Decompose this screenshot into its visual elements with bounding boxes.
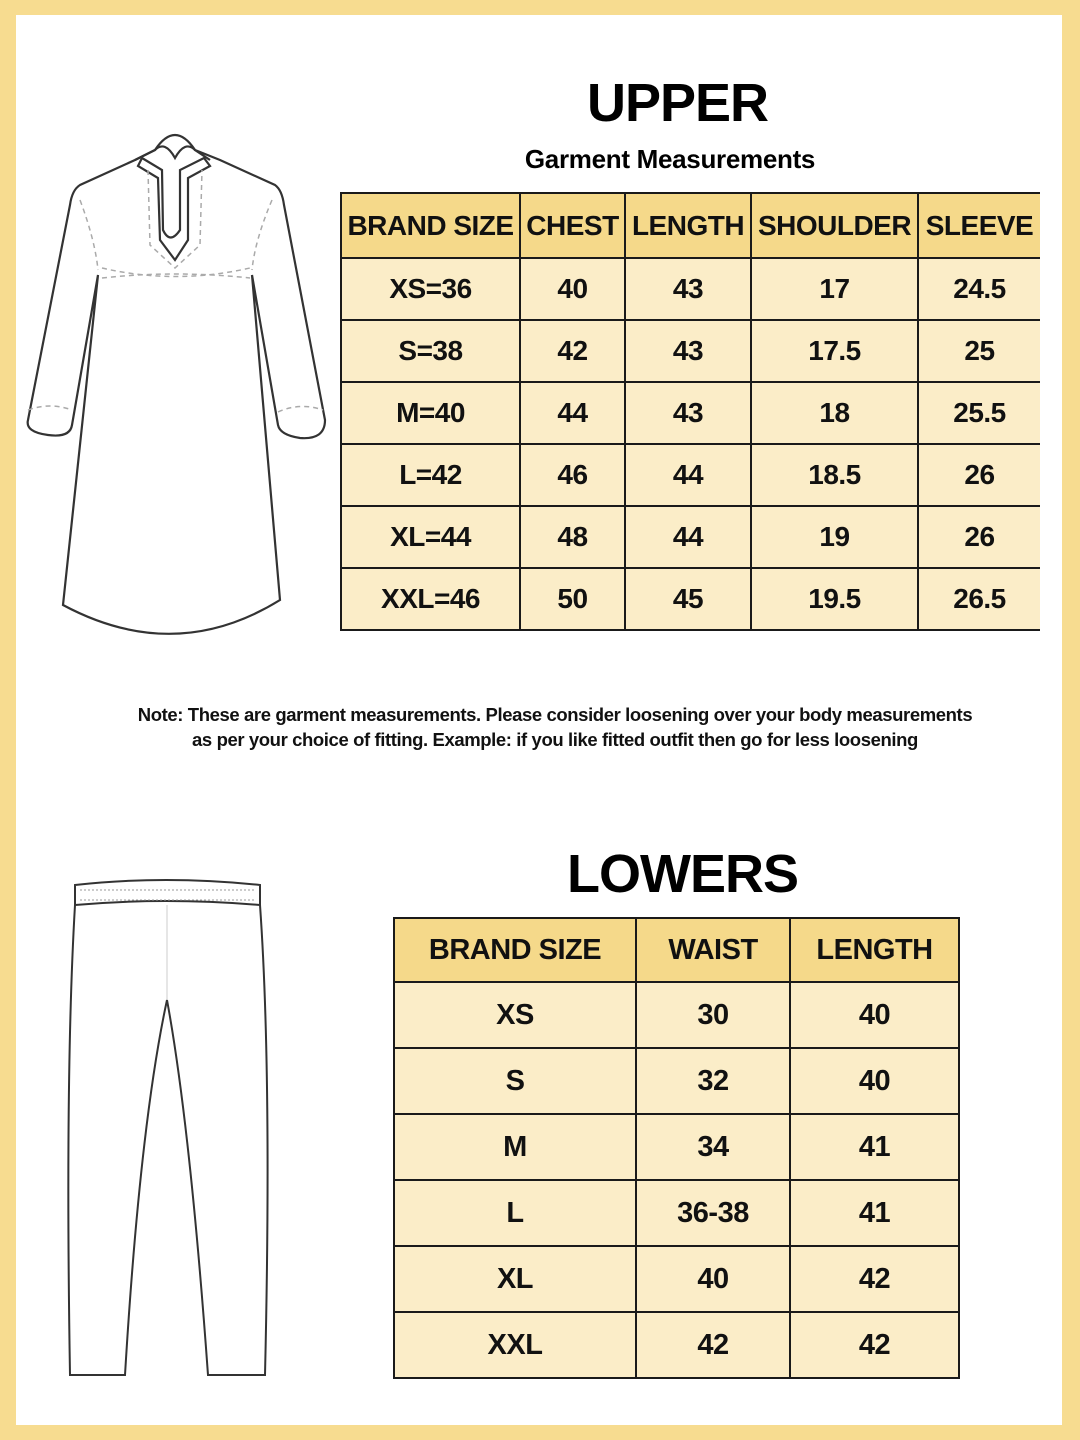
note-line-1: Note: These are garment measurements. Pl…: [137, 704, 973, 725]
pants-illustration: [67, 879, 269, 1376]
lowers-title: LOWERS: [567, 844, 799, 904]
table-cell: 26: [917, 505, 1040, 569]
note-text: Note: These are garment measurements. Pl…: [40, 702, 1070, 752]
table-cell: 50: [519, 567, 626, 631]
table-cell: XL: [393, 1245, 637, 1313]
table-cell: 43: [624, 381, 752, 445]
table-cell: 18: [750, 381, 919, 445]
table-row: XL=44 48 44 19 26: [340, 505, 1040, 569]
table-cell: 25: [917, 319, 1040, 383]
table-cell: 45: [624, 567, 752, 631]
header-brand-size: BRAND SIZE: [340, 192, 521, 259]
table-header-row: BRAND SIZE WAIST LENGTH: [393, 917, 960, 983]
header-sleeve: SLEEVE: [917, 192, 1040, 259]
table-cell: 40: [789, 981, 960, 1049]
table-cell: 30: [635, 981, 791, 1049]
table-cell: 46: [519, 443, 626, 507]
table-cell: XS=36: [340, 257, 521, 321]
table-row: XL 40 42: [393, 1245, 960, 1313]
table-cell: M=40: [340, 381, 521, 445]
table-cell: 32: [635, 1047, 791, 1115]
table-cell: 42: [635, 1311, 791, 1379]
table-cell: 42: [519, 319, 626, 383]
table-row: S=38 42 43 17.5 25: [340, 319, 1040, 383]
table-cell: XS: [393, 981, 637, 1049]
table-cell: 36-38: [635, 1179, 791, 1247]
table-cell: 26.5: [917, 567, 1040, 631]
table-cell: S=38: [340, 319, 521, 383]
table-cell: 24.5: [917, 257, 1040, 321]
header-waist: WAIST: [635, 917, 791, 983]
table-row: M=40 44 43 18 25.5: [340, 381, 1040, 445]
table-cell: 17: [750, 257, 919, 321]
note-line-2: as per your choice of fitting. Example: …: [192, 729, 918, 750]
kurta-illustration: [26, 133, 327, 635]
header-chest: CHEST: [519, 192, 626, 259]
table-cell: 42: [789, 1245, 960, 1313]
header-length: LENGTH: [624, 192, 752, 259]
table-cell: 18.5: [750, 443, 919, 507]
table-cell: 48: [519, 505, 626, 569]
table-cell: 40: [519, 257, 626, 321]
table-cell: L=42: [340, 443, 521, 507]
table-header-row: BRAND SIZE CHEST LENGTH SHOULDER SLEEVE: [340, 192, 1040, 259]
table-cell: 26: [917, 443, 1040, 507]
table-cell: 19.5: [750, 567, 919, 631]
table-cell: 41: [789, 1179, 960, 1247]
table-cell: 44: [624, 505, 752, 569]
table-cell: L: [393, 1179, 637, 1247]
header-length: LENGTH: [789, 917, 960, 983]
table-cell: 44: [624, 443, 752, 507]
table-row: S 32 40: [393, 1047, 960, 1115]
table-row: XXL 42 42: [393, 1311, 960, 1379]
upper-title: UPPER: [586, 73, 769, 133]
upper-size-table: BRAND SIZE CHEST LENGTH SHOULDER SLEEVE …: [340, 192, 1040, 631]
table-cell: 40: [635, 1245, 791, 1313]
table-row: XS 30 40: [393, 981, 960, 1049]
table-row: L=42 46 44 18.5 26: [340, 443, 1040, 507]
header-shoulder: SHOULDER: [750, 192, 919, 259]
table-cell: 43: [624, 319, 752, 383]
table-row: M 34 41: [393, 1113, 960, 1181]
table-row: XXL=46 50 45 19.5 26.5: [340, 567, 1040, 631]
header-brand-size: BRAND SIZE: [393, 917, 637, 983]
table-cell: 42: [789, 1311, 960, 1379]
table-cell: 40: [789, 1047, 960, 1115]
table-cell: XL=44: [340, 505, 521, 569]
table-cell: M: [393, 1113, 637, 1181]
table-cell: 25.5: [917, 381, 1040, 445]
table-cell: 19: [750, 505, 919, 569]
table-cell: 41: [789, 1113, 960, 1181]
table-cell: 44: [519, 381, 626, 445]
table-row: L 36-38 41: [393, 1179, 960, 1247]
upper-subtitle: Garment Measurements: [524, 144, 816, 174]
table-cell: 34: [635, 1113, 791, 1181]
table-cell: S: [393, 1047, 637, 1115]
table-cell: 17.5: [750, 319, 919, 383]
lowers-size-table: BRAND SIZE WAIST LENGTH XS 30 40 S 32 40 M 34 41…: [393, 917, 960, 1379]
table-row: XS=36 40 43 17 24.5: [340, 257, 1040, 321]
table-cell: 43: [624, 257, 752, 321]
table-cell: XXL=46: [340, 567, 521, 631]
table-cell: XXL: [393, 1311, 637, 1379]
